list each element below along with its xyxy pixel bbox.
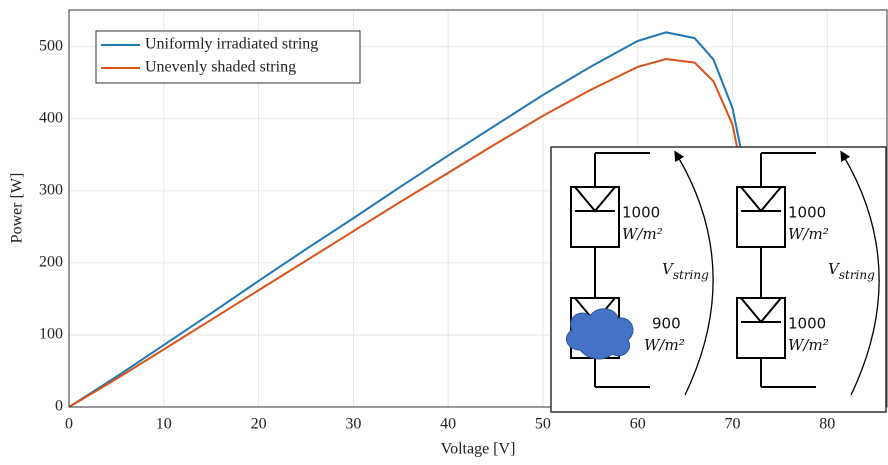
irradiance-unit: W/m² <box>788 336 829 354</box>
x-tick-label: 30 <box>345 416 361 433</box>
irradiance-unit: W/m² <box>622 225 663 243</box>
voltage-subscript: string <box>839 268 875 282</box>
y-tick-label: 100 <box>39 326 63 343</box>
y-tick-label: 0 <box>55 398 63 415</box>
x-axis-label: Voltage [V] <box>441 441 516 458</box>
y-tick-label: 500 <box>39 37 63 54</box>
x-tick-label: 60 <box>630 416 646 433</box>
x-tick-label: 40 <box>440 416 456 433</box>
voltage-label: Vstring <box>662 260 709 282</box>
voltage-arrow <box>840 150 880 396</box>
diode-symbol <box>740 186 782 213</box>
voltage-subscript: string <box>673 268 709 282</box>
series-line <box>69 31 772 407</box>
irradiance-value: 1000 <box>622 204 660 222</box>
x-tick-label: 70 <box>724 416 740 433</box>
diode-symbol <box>574 186 616 213</box>
x-tick-label: 10 <box>156 416 172 433</box>
x-tick-label: 0 <box>65 416 73 433</box>
y-tick-label: 200 <box>39 254 63 271</box>
voltage-symbol: V <box>828 260 841 278</box>
x-tick-label: 80 <box>819 416 835 433</box>
x-tick-label: 20 <box>251 416 267 433</box>
y-tick-label: 400 <box>39 109 63 126</box>
voltage-label: Vstring <box>828 260 875 282</box>
irradiance-value: 900 <box>652 315 681 333</box>
irradiance-value: 1000 <box>788 204 826 222</box>
y-axis-label: Power [W] <box>9 173 26 244</box>
irradiance-value: 1000 <box>788 315 826 333</box>
cloud <box>565 308 634 360</box>
y-tick-label: 300 <box>39 182 63 199</box>
diode-symbol <box>740 297 782 324</box>
legend-label: Uniformly irradiated string <box>145 36 318 53</box>
inset-diagram: 1000 W/m² 900 W/m² Vstring 1000 W/m² 1000 W/m² Vs… <box>550 146 887 413</box>
pv-module <box>736 297 786 359</box>
legend: Uniformly irradiated string Unevenly shad… <box>95 30 361 84</box>
voltage-symbol: V <box>662 260 675 278</box>
plot-frame <box>68 9 888 408</box>
pv-module <box>570 186 620 248</box>
irradiance-unit: W/m² <box>788 225 829 243</box>
series-line <box>69 57 772 407</box>
pv-module <box>736 186 786 248</box>
legend-label: Unevenly shaded string <box>145 59 296 76</box>
x-tick-label: 50 <box>535 416 551 433</box>
voltage-arrow <box>674 150 714 396</box>
irradiance-unit: W/m² <box>644 336 685 354</box>
